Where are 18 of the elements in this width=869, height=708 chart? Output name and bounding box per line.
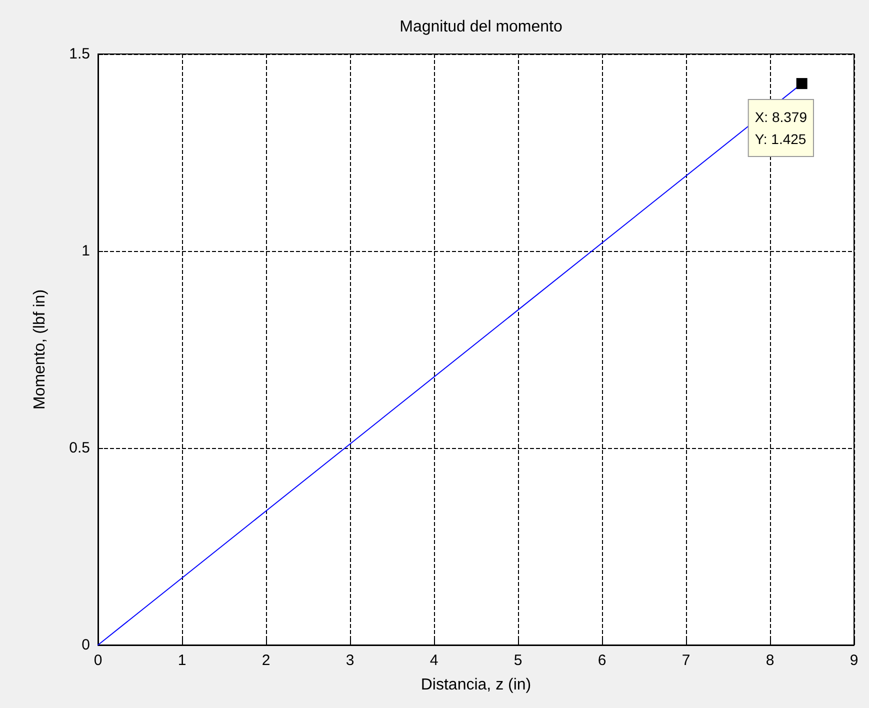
y-axis-title: Momento, (lbf in) xyxy=(32,289,48,410)
x-tick-label: 2 xyxy=(262,652,270,669)
chart-title: Magnitud del momento xyxy=(400,18,562,36)
y-tick-label: 0.5 xyxy=(69,440,90,456)
y-tick-label: 1.5 xyxy=(69,46,90,62)
x-tick-label: 6 xyxy=(598,652,606,669)
x-tick-label: 4 xyxy=(430,652,438,669)
y-tick-label: 1 xyxy=(82,242,90,260)
x-tick-label: 3 xyxy=(346,652,354,669)
annotation: X: 8.379 Y: 1.425 xyxy=(754,109,808,148)
x-tick-label: 1 xyxy=(178,652,186,669)
x-tick-label: 7 xyxy=(682,652,690,669)
x-axis-title: Distancia, z (in) xyxy=(420,676,532,694)
y-tick-label: 0 xyxy=(82,636,90,654)
x-tick-label: 9 xyxy=(850,652,858,669)
x-tick-label: 8 xyxy=(766,652,774,669)
x-tick-label: 5 xyxy=(514,652,522,669)
x-tick-label: 0 xyxy=(94,652,102,669)
